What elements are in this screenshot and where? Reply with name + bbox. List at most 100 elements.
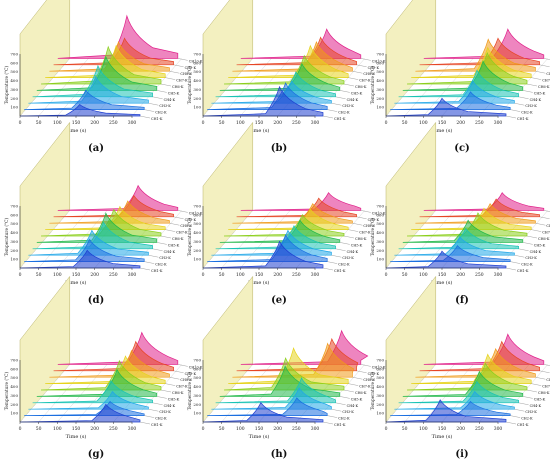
y-tick-label: 400 <box>10 78 18 83</box>
panel-6: CH10-K CH9-K CH8-K CH7-K CH6-K CH5-K CH4-K CH3-… <box>5 275 203 460</box>
floor-gridline <box>404 364 455 423</box>
layer-leader <box>510 109 521 112</box>
layer-leader <box>177 364 188 367</box>
layer-label: CH7-K <box>176 231 188 235</box>
layer-label: CH8-K <box>180 378 192 382</box>
floor-gridline <box>202 364 253 423</box>
layer-area-5 <box>402 370 524 397</box>
y-tick-label: 700 <box>10 204 18 209</box>
floor-gridline <box>423 58 474 117</box>
y-tick-label: 600 <box>10 366 18 371</box>
layer-label: CH8-K <box>546 224 550 228</box>
layer-leader <box>539 370 550 373</box>
y-tick-label: 700 <box>193 52 201 57</box>
x-tick-label: 300 <box>494 272 503 278</box>
layer-leader <box>327 415 338 418</box>
y-tick-label: 600 <box>376 60 384 65</box>
panel-3: CH10-K CH9-K CH8-K CH7-K CH6-K CH5-K CH4-K CH3-… <box>5 121 203 306</box>
layer-leader <box>343 389 355 393</box>
y-tick-label: 300 <box>376 87 384 92</box>
x-tick-label: 50 <box>36 426 42 432</box>
layer-area-10 <box>240 28 362 59</box>
y-tick-label: 400 <box>376 384 384 389</box>
layer-area-6 <box>40 359 162 391</box>
layer-area-1 <box>202 401 324 423</box>
layer-label: CH2-K <box>338 417 350 421</box>
layer-leader <box>156 242 167 245</box>
layer-leader <box>339 242 350 245</box>
floor-gridline <box>38 210 89 269</box>
y-tick-label: 700 <box>193 204 201 209</box>
layer-leader <box>331 255 342 258</box>
y-tick-label: 300 <box>10 87 18 92</box>
x-tick-label: 0 <box>202 120 205 126</box>
layer-leader <box>510 415 521 418</box>
layer-leader <box>522 90 533 93</box>
y-tick-label: 500 <box>376 69 384 74</box>
layer-leader <box>160 235 172 239</box>
layer-area-2 <box>207 397 328 416</box>
layer-label: CH6-K <box>172 391 184 395</box>
layer-label: CH2-K <box>521 263 533 267</box>
panel-label: (f) <box>455 295 469 306</box>
layer-leader <box>539 216 550 219</box>
y-tick-label: 200 <box>10 402 18 407</box>
floor-gridline <box>38 58 89 117</box>
layer-label: CH9-K <box>185 218 197 222</box>
x-tick-label: 150 <box>438 426 447 432</box>
y-tick-label: 500 <box>193 221 201 226</box>
layer-label: CH5-K <box>351 91 363 95</box>
layer-leader <box>169 71 180 74</box>
layer-leader <box>514 409 525 412</box>
x-tick-label: 50 <box>402 272 408 278</box>
layer-leader <box>327 261 338 264</box>
y-tick-label: 400 <box>193 384 201 389</box>
layer-leader <box>173 370 184 373</box>
layer-label: CH4-K <box>530 250 542 254</box>
layer-label: CH2-K <box>338 111 350 115</box>
panel-label: (a) <box>88 143 104 154</box>
layer-area-1 <box>385 250 507 269</box>
y-tick-label: 400 <box>10 384 18 389</box>
layer-leader <box>335 402 346 405</box>
layer-label: CH6-K <box>172 237 184 241</box>
layer-area-3 <box>28 390 149 410</box>
layer-label: CH8-K <box>180 224 192 228</box>
layer-leader <box>160 83 172 87</box>
y-tick-label: 100 <box>376 257 384 262</box>
layer-label: CH5-K <box>351 243 363 247</box>
layer-area-10 <box>423 192 545 211</box>
layer-label: CH7-K <box>176 79 188 83</box>
y-tick-label: 200 <box>376 96 384 101</box>
layer-leader <box>139 421 151 425</box>
layer-label: CH1-K <box>334 423 346 427</box>
panel-label: (c) <box>454 143 470 154</box>
layer-leader <box>531 383 542 386</box>
back-wall <box>385 275 437 423</box>
x-tick-label: 200 <box>456 272 465 278</box>
layer-label: CH8-K <box>546 72 550 76</box>
y-tick-label: 100 <box>10 257 18 262</box>
layer-label: CH4-K <box>530 98 542 102</box>
layer-label: CH9-K <box>185 66 197 70</box>
floor-gridline <box>57 364 108 423</box>
y-tick-label: 100 <box>376 105 384 110</box>
y-tick-label: 300 <box>10 393 18 398</box>
y-tick-label: 700 <box>10 358 18 363</box>
x-tick-label: 100 <box>236 272 245 278</box>
layer-leader <box>526 235 538 239</box>
panel-2: CH10-K CH9-K CH8-K CH7-K CH6-K CH5-K CH4-K CH3-… <box>371 0 550 154</box>
layer-leader <box>543 210 550 212</box>
y-tick-label: 700 <box>376 52 384 57</box>
layer-leader <box>505 267 517 271</box>
y-tick-label: 100 <box>10 411 18 416</box>
x-tick-label: 300 <box>311 272 320 278</box>
layer-leader <box>148 409 159 412</box>
layer-leader <box>327 109 338 112</box>
layer-leader <box>360 364 371 367</box>
x-tick-label: 0 <box>19 426 22 432</box>
x-tick-label: 200 <box>273 120 282 126</box>
layer-label: CH3-K <box>342 410 354 414</box>
x-tick-label: 100 <box>236 120 245 126</box>
y-axis-title: Temperature (°C) <box>5 372 10 411</box>
